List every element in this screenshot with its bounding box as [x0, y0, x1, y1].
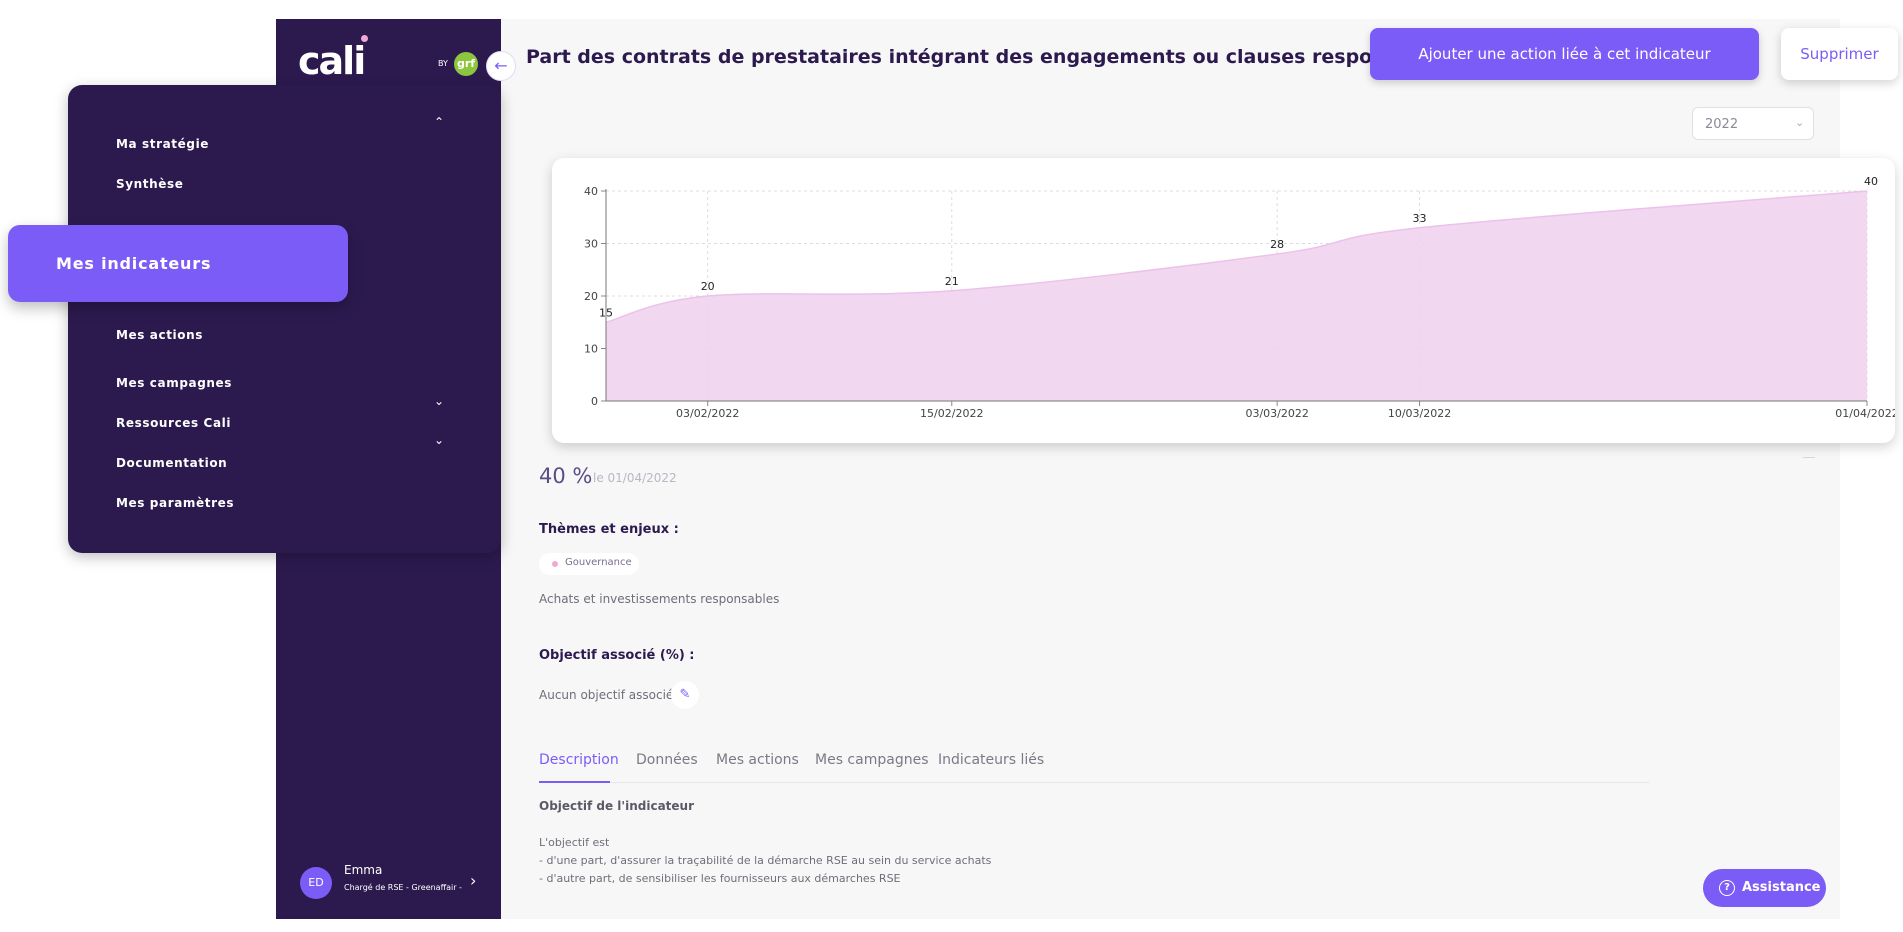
enjeu-text: Achats et investissements responsables — [539, 592, 780, 606]
assistance-label: Assistance — [1742, 880, 1821, 895]
by-label: BY — [438, 59, 448, 68]
delete-button[interactable]: Supprimer — [1781, 28, 1898, 80]
tabs-divider — [539, 782, 1649, 783]
y-tick-label: 10 — [584, 343, 598, 356]
chevron-down-icon[interactable]: ⌄ — [434, 433, 445, 447]
year-select[interactable]: 2022 ⌄ — [1692, 107, 1814, 140]
y-tick-label: 30 — [584, 238, 598, 251]
nav-item-mes-actions[interactable]: Mes actions — [116, 328, 203, 342]
tab-mes-actions[interactable]: Mes actions — [716, 752, 799, 768]
x-tick-label: 03/03/2022 — [1245, 407, 1308, 420]
arrow-left-icon: ← — [494, 56, 508, 75]
indicator-chart: 0 10 20 30 40 03/02/2022 15/02/2022 03/03/2022 1… — [552, 158, 1895, 443]
nav-item-documentation[interactable]: Documentation — [116, 456, 228, 470]
x-tick-label: 15/02/2022 — [920, 407, 983, 420]
x-tick-label: 10/03/2022 — [1388, 407, 1451, 420]
chart-svg: 0 10 20 30 40 03/02/2022 15/02/2022 03/03/2022 1… — [584, 175, 1895, 420]
user-role: Chargé de RSE - Greenaffair - — [344, 883, 462, 892]
pencil-icon: ✎ — [679, 687, 691, 702]
collapse-sidebar-button[interactable]: ← — [486, 51, 516, 81]
current-value: 40 % — [539, 464, 593, 488]
description-heading: Objectif de l'indicateur — [539, 799, 695, 813]
page-title: Part des contrats de prestataires intégr… — [526, 46, 1455, 68]
data-label: 20 — [701, 280, 715, 293]
logo-wordmark: cali — [298, 39, 366, 83]
nav-item-ma-strategie[interactable]: Ma stratégie — [116, 137, 210, 151]
current-value-date: le 01/04/2022 — [593, 471, 677, 485]
active-tab-indicator — [539, 781, 610, 783]
user-profile[interactable]: ED Emma Chargé de RSE - Greenaffair - › — [300, 863, 490, 903]
nav-item-mes-campagnes[interactable]: Mes campagnes — [116, 376, 233, 390]
y-tick-label: 40 — [584, 185, 598, 198]
navigation-menu: ⌃ Ma stratégie Synthèse Mes actions Mes … — [68, 85, 501, 553]
area-fill — [606, 191, 1867, 401]
description-line: L'objectif est — [539, 836, 610, 849]
objective-label: Objectif associé (%) : — [539, 648, 695, 663]
area-line — [605, 190, 1868, 323]
y-tick-label: 20 — [584, 290, 598, 303]
theme-dot — [552, 561, 558, 567]
nav-item-synthese[interactable]: Synthèse — [116, 177, 184, 191]
tab-indicateurs-lies[interactable]: Indicateurs liés — [938, 752, 1045, 768]
theme-chip-label: Gouvernance — [565, 557, 632, 568]
user-name: Emma — [344, 863, 383, 877]
description-line: - d'autre part, de sensibiliser les four… — [539, 872, 901, 885]
chevron-down-icon[interactable]: ⌄ — [434, 394, 445, 408]
year-select-value: 2022 — [1705, 117, 1739, 132]
x-tick-label: 01/04/2022 — [1835, 407, 1895, 420]
data-label: 21 — [945, 275, 959, 288]
edit-objective-button[interactable]: ✎ — [671, 681, 699, 709]
question-circle-icon: ? — [1719, 880, 1735, 896]
objective-value: Aucun objectif associé — [539, 688, 674, 702]
avatar: ED — [300, 867, 332, 899]
chevron-right-icon: › — [470, 871, 477, 890]
logo-dot-pink — [361, 35, 368, 42]
themes-label: Thèmes et enjeux : — [539, 522, 679, 537]
tab-description[interactable]: Description — [539, 752, 619, 768]
partner-logo: grf — [454, 52, 478, 76]
chevron-up-icon[interactable]: ⌃ — [434, 115, 445, 129]
data-label: 15 — [599, 306, 613, 319]
description-line: - d'une part, d'assurer la traçabilité d… — [539, 854, 992, 867]
theme-chip: Gouvernance — [539, 553, 639, 575]
x-tick-label: 03/02/2022 — [676, 407, 739, 420]
nav-item-ressources-cali[interactable]: Ressources Cali — [116, 416, 232, 430]
chevron-down-icon: ⌄ — [1795, 116, 1805, 129]
nav-item-label: Mes indicateurs — [56, 254, 212, 273]
nav-item-mes-indicateurs[interactable]: Mes indicateurs — [8, 225, 348, 302]
tab-mes-campagnes[interactable]: Mes campagnes — [815, 752, 929, 768]
y-tick-label: 0 — [591, 395, 598, 408]
nav-item-mes-parametres[interactable]: Mes paramètres — [116, 496, 235, 510]
main-content — [501, 19, 1840, 919]
tab-donnees[interactable]: Données — [636, 752, 698, 768]
data-label: 33 — [1413, 212, 1427, 225]
divider — [1803, 457, 1815, 458]
data-label: 40 — [1864, 175, 1878, 188]
add-action-button[interactable]: Ajouter une action liée à cet indicateur — [1370, 28, 1759, 80]
assistance-button[interactable]: ? Assistance — [1703, 869, 1826, 907]
data-label: 28 — [1270, 238, 1284, 251]
